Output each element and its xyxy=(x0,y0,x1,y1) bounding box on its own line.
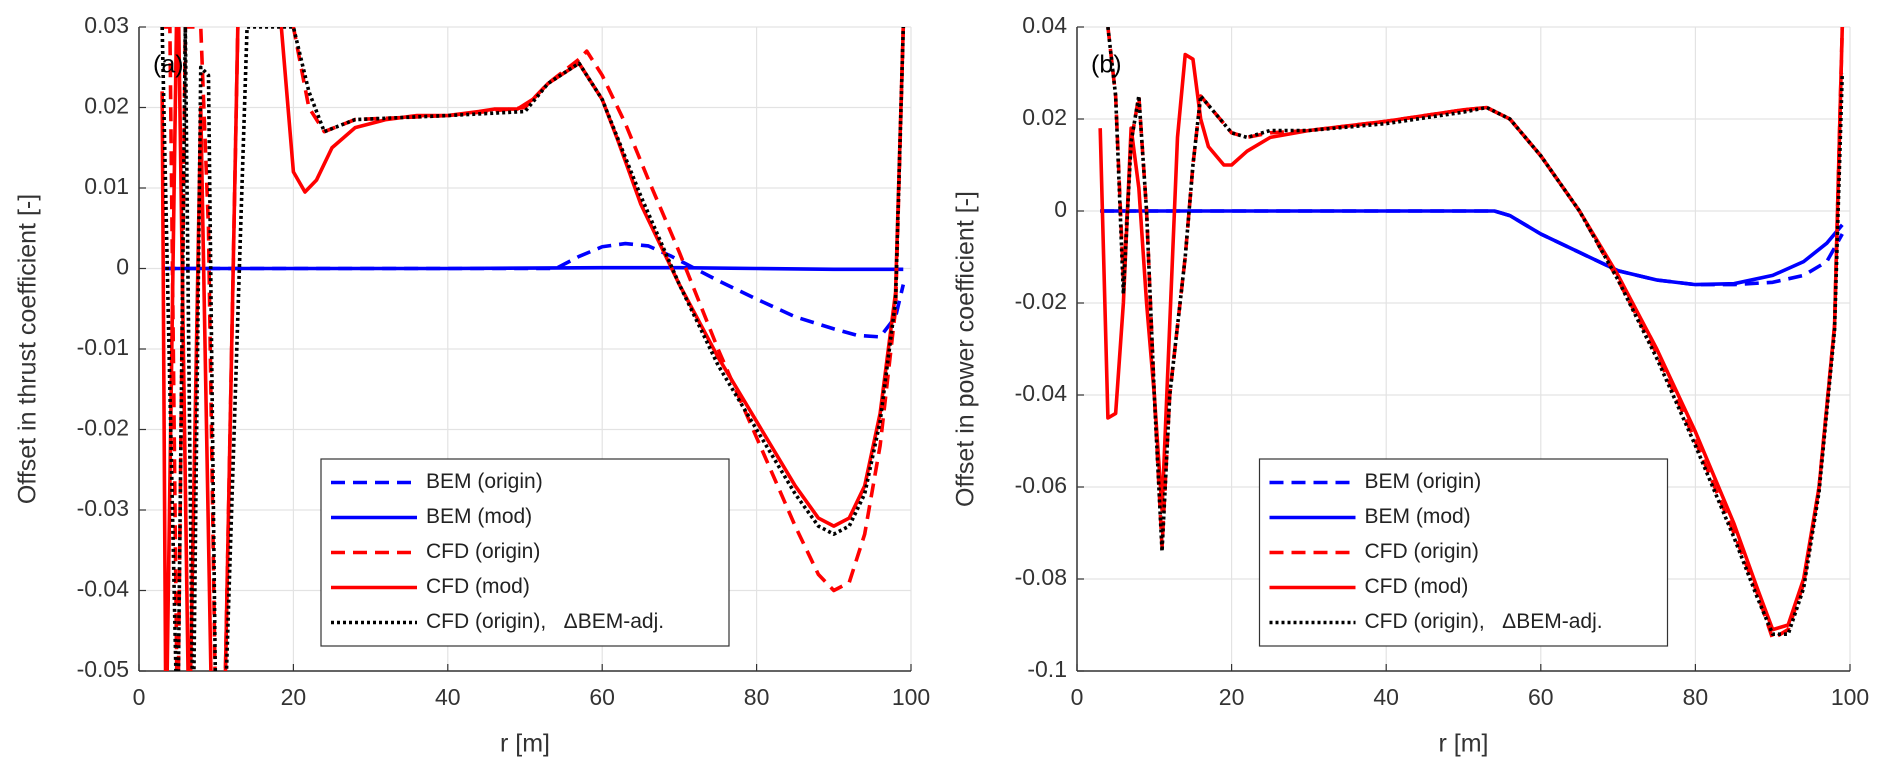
legend-label: CFD (origin) xyxy=(1365,540,1479,563)
x-tick-label: 80 xyxy=(744,684,770,710)
data-line xyxy=(1100,209,1844,287)
legend-label: BEM (mod) xyxy=(1365,505,1471,528)
y-tick-label: -0.02 xyxy=(1015,288,1067,314)
data-line xyxy=(160,27,906,671)
data-line xyxy=(162,27,906,671)
legend-label: BEM (origin) xyxy=(1365,470,1482,493)
legend-label: CFD (origin) xyxy=(426,540,540,563)
data-line xyxy=(1098,27,1845,632)
legend-label: CFD (origin), ΔBEM-adj. xyxy=(1365,610,1603,633)
x-tick-label: 0 xyxy=(1071,684,1084,710)
data-line xyxy=(1106,27,1845,636)
y-tick-label: 0.01 xyxy=(84,173,129,199)
panel: -0.1 -0.08 -0.06 -0.04 -0.02 0 0.02 0.04 0 20 40 60… xyxy=(952,12,1870,758)
legend: BEM (origin) BEM (mod) CFD (origin) CFD (mo… xyxy=(1258,458,1669,647)
x-axis-label: r [m] xyxy=(1439,730,1489,758)
x-tick-label: 20 xyxy=(281,684,307,710)
y-tick-label: -0.04 xyxy=(1015,380,1068,406)
y-tick-label: 0.02 xyxy=(1022,104,1067,130)
y-tick-label: -0.06 xyxy=(1015,472,1067,498)
x-tick-label: 0 xyxy=(133,684,146,710)
y-tick-label: 0.03 xyxy=(84,12,129,38)
x-tick-label: 100 xyxy=(1831,684,1869,710)
legend-label: BEM (mod) xyxy=(426,505,532,528)
legend-label: CFD (mod) xyxy=(1365,575,1469,598)
x-axis-label: r [m] xyxy=(500,730,550,758)
legend-label: BEM (origin) xyxy=(426,470,543,493)
x-tick-label: 40 xyxy=(435,684,461,710)
legend: BEM (origin) BEM (mod) CFD (origin) CFD (mo… xyxy=(320,458,730,647)
y-axis-label: Offset in thrust coefficient [-] xyxy=(14,194,42,504)
series-group xyxy=(160,27,906,671)
legend-label: CFD (mod) xyxy=(426,575,530,598)
x-tick-label: 60 xyxy=(589,684,615,710)
y-tick-label: 0 xyxy=(1054,196,1067,222)
y-tick-label: 0 xyxy=(116,254,129,280)
x-tick-label: 100 xyxy=(892,684,930,710)
x-tick-label: 60 xyxy=(1528,684,1554,710)
data-line xyxy=(162,241,906,339)
y-tick-label: -0.05 xyxy=(77,656,129,682)
x-tick-label: 40 xyxy=(1373,684,1399,710)
y-axis-label: Offset in power coefficient [-] xyxy=(952,191,980,507)
y-tick-label: -0.08 xyxy=(1015,564,1067,590)
y-tick-label: -0.02 xyxy=(77,415,129,441)
panel-annotation: (a) xyxy=(153,51,184,79)
data-line xyxy=(160,27,906,671)
series-group xyxy=(1098,27,1845,641)
x-tick-label: 80 xyxy=(1683,684,1709,710)
panel-annotation: (b) xyxy=(1091,51,1122,79)
y-tick-label: -0.04 xyxy=(77,576,130,602)
y-tick-label: 0.02 xyxy=(84,93,129,119)
x-tick-label: 20 xyxy=(1219,684,1245,710)
y-tick-label: -0.03 xyxy=(77,495,129,521)
panel: -0.05 -0.04 -0.03 -0.02 -0.01 0 0.01 0.02 0.03 0 2… xyxy=(14,12,931,758)
y-tick-label: -0.1 xyxy=(1027,656,1067,682)
y-tick-label: -0.01 xyxy=(77,334,129,360)
data-line xyxy=(162,265,904,272)
y-tick-label: 0.04 xyxy=(1022,12,1067,38)
legend-label: CFD (origin), ΔBEM-adj. xyxy=(426,610,664,633)
